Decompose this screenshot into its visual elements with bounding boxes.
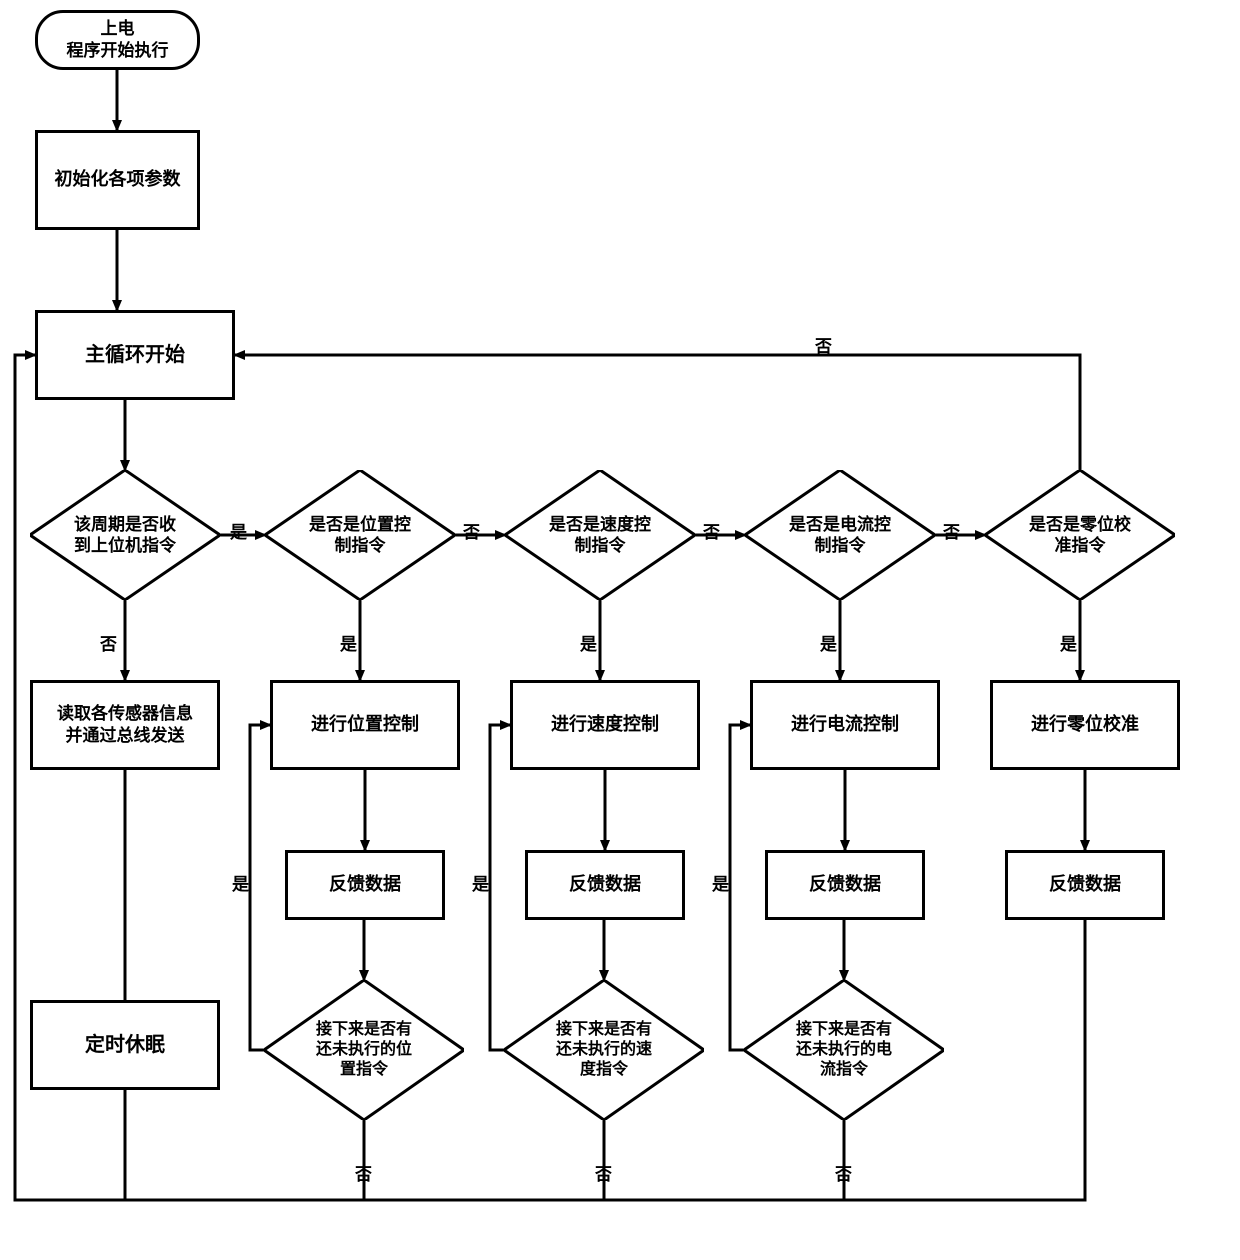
edge-label: 是 [230,518,247,543]
edge-label: 否 [943,518,960,543]
decision-pos: 是否是位置控制指令 [265,470,455,600]
decision-next-cur: 接下来是否有还未执行的电流指令 [744,980,944,1120]
node-cur-ctrl: 进行电流控制 [750,680,940,770]
node-mainloop-text: 主循环开始 [85,342,185,368]
node-spd-ctrl-text: 进行速度控制 [551,713,659,736]
edge-label: 是 [472,870,489,895]
decision-next-cur-text: 接下来是否有还未执行的电流指令 [796,1020,892,1080]
edge-label: 否 [703,518,720,543]
node-fb-cur: 反馈数据 [765,850,925,920]
decision-cmd: 该周期是否收到上位机指令 [30,470,220,600]
node-start: 上电程序开始执行 [35,10,200,70]
node-fb-zero-text: 反馈数据 [1049,873,1121,896]
node-start-text: 上电程序开始执行 [67,18,169,62]
node-fb-cur-text: 反馈数据 [809,873,881,896]
edge-label: 是 [340,630,357,655]
edge-label: 是 [1060,630,1077,655]
decision-pos-text: 是否是位置控制指令 [309,514,411,557]
edge-label: 否 [463,518,480,543]
decision-next-spd-text: 接下来是否有还未执行的速度指令 [556,1020,652,1080]
decision-cur-text: 是否是电流控制指令 [789,514,891,557]
edge-label: 是 [232,870,249,895]
node-sleep-text: 定时休眠 [85,1032,165,1058]
node-spd-ctrl: 进行速度控制 [510,680,700,770]
decision-next-pos-text: 接下来是否有还未执行的位置指令 [316,1020,412,1080]
node-sleep: 定时休眠 [30,1000,220,1090]
decision-next-pos: 接下来是否有还未执行的位置指令 [264,980,464,1120]
node-init-text: 初始化各项参数 [55,168,181,191]
node-fb-spd-text: 反馈数据 [569,873,641,896]
node-read: 读取各传感器信息并通过总线发送 [30,680,220,770]
node-cur-ctrl-text: 进行电流控制 [791,713,899,736]
decision-cur: 是否是电流控制指令 [745,470,935,600]
node-read-text: 读取各传感器信息并通过总线发送 [57,703,193,747]
node-fb-pos-text: 反馈数据 [329,873,401,896]
decision-cmd-text: 该周期是否收到上位机指令 [74,514,176,557]
node-fb-zero: 反馈数据 [1005,850,1165,920]
node-zero-cal-text: 进行零位校准 [1031,713,1139,736]
edge-label: 否 [100,630,117,655]
edge-label: 是 [712,870,729,895]
node-mainloop: 主循环开始 [35,310,235,400]
edge-label: 否 [355,1160,372,1185]
decision-spd-text: 是否是速度控制指令 [549,514,651,557]
node-zero-cal: 进行零位校准 [990,680,1180,770]
edge-label: 是 [580,630,597,655]
decision-zero: 是否是零位校准指令 [985,470,1175,600]
node-fb-spd: 反馈数据 [525,850,685,920]
node-pos-ctrl-text: 进行位置控制 [311,713,419,736]
node-fb-pos: 反馈数据 [285,850,445,920]
edge-label: 否 [835,1160,852,1185]
node-init: 初始化各项参数 [35,130,200,230]
edge-label: 是 [820,630,837,655]
decision-next-spd: 接下来是否有还未执行的速度指令 [504,980,704,1120]
decision-spd: 是否是速度控制指令 [505,470,695,600]
decision-zero-text: 是否是零位校准指令 [1029,514,1131,557]
edge-label: 否 [595,1160,612,1185]
edge-label: 否 [815,332,832,357]
node-pos-ctrl: 进行位置控制 [270,680,460,770]
